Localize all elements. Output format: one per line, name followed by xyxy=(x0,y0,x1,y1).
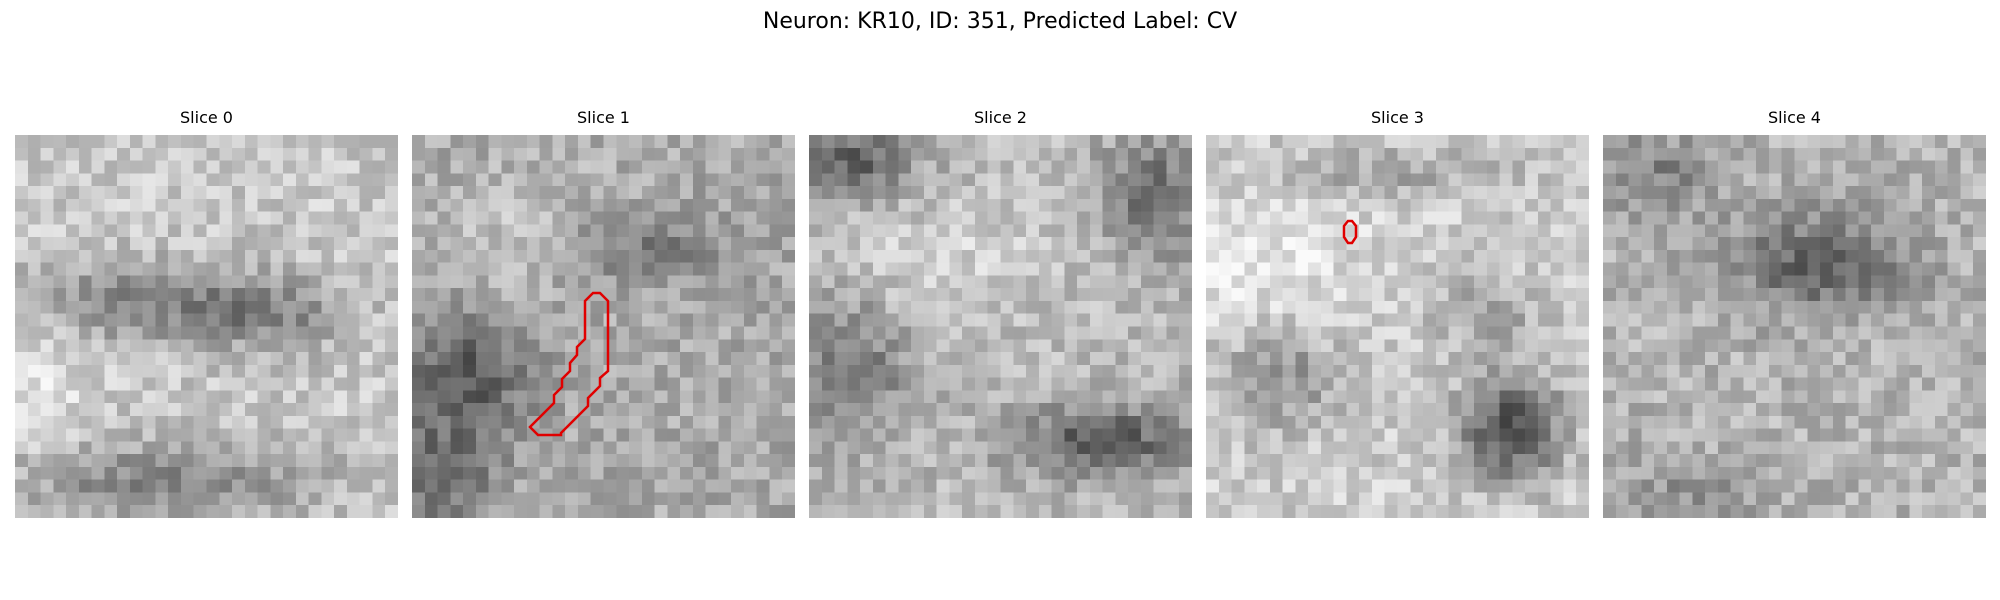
slice-image xyxy=(412,135,795,518)
slice-title: Slice 4 xyxy=(1768,108,1821,127)
slice-panel-1: Slice 1 xyxy=(412,108,795,518)
slice-image-box xyxy=(1206,135,1589,518)
slice-title: Slice 1 xyxy=(577,108,630,127)
slice-image xyxy=(809,135,1192,518)
slice-panel-2: Slice 2 xyxy=(809,108,1192,518)
slice-title: Slice 0 xyxy=(180,108,233,127)
slice-image xyxy=(1603,135,1986,518)
slice-panel-0: Slice 0 xyxy=(15,108,398,518)
roi-contour xyxy=(1342,219,1358,245)
slice-panel-4: Slice 4 xyxy=(1603,108,1986,518)
slice-image-box xyxy=(15,135,398,518)
contour-overlay xyxy=(528,291,610,437)
slice-image-box xyxy=(809,135,1192,518)
contour-overlay xyxy=(1342,219,1358,245)
roi-contour xyxy=(528,291,610,437)
slice-panel-3: Slice 3 xyxy=(1206,108,1589,518)
slice-image-box xyxy=(1603,135,1986,518)
figure-title: Neuron: KR10, ID: 351, Predicted Label: … xyxy=(762,9,1238,34)
slice-image xyxy=(1206,135,1589,518)
slice-title: Slice 3 xyxy=(1371,108,1424,127)
slice-image-box xyxy=(412,135,795,518)
slice-image xyxy=(15,135,398,518)
slice-title: Slice 2 xyxy=(974,108,1027,127)
